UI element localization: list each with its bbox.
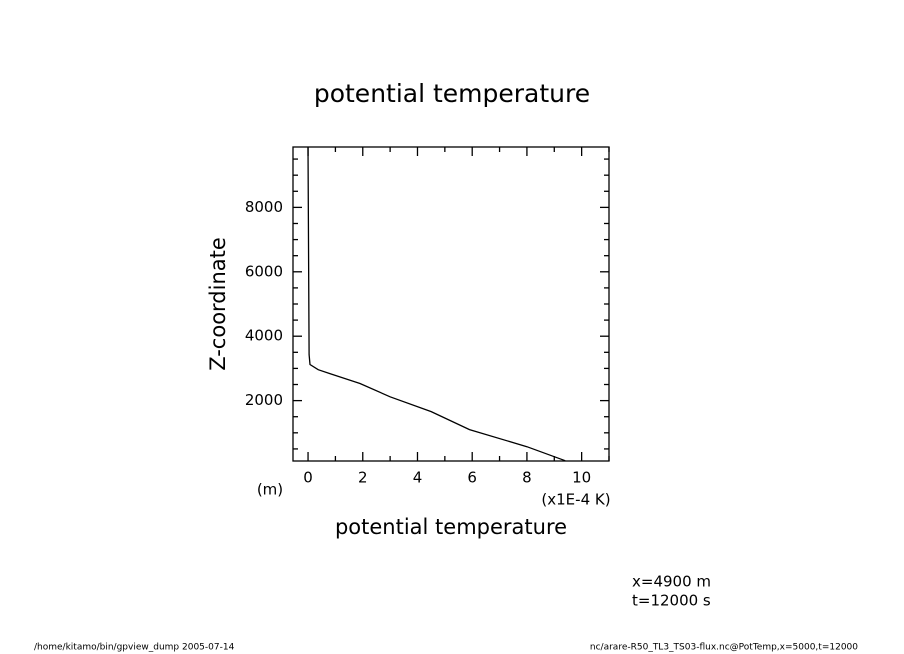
chart-title: potential temperature [314, 79, 590, 108]
x-axis-label: potential temperature [335, 515, 567, 539]
footer-right: nc/arare-R50_TL3_TS03-flux.nc@PotTemp,x=… [590, 643, 858, 653]
x-tick-label: 2 [358, 469, 368, 487]
x-tick-label: 8 [522, 469, 532, 487]
y-tick-label: 2000 [245, 391, 283, 409]
footer-left: /home/kitamo/bin/gpview_dump 2005-07-14 [34, 643, 235, 653]
annotation: x=4900 m [632, 573, 711, 591]
x-unit: (x1E-4 K) [541, 491, 610, 509]
x-tick-label: 4 [413, 469, 423, 487]
y-tick-label: 8000 [245, 198, 283, 216]
y-tick-label: 4000 [245, 327, 283, 345]
x-tick-label: 0 [303, 469, 313, 487]
y-unit: (m) [257, 481, 283, 499]
y-axis-label: Z-coordinate [206, 237, 230, 371]
x-tick-label: 6 [467, 469, 477, 487]
annotation: t=12000 s [632, 592, 711, 610]
plot-frame [292, 146, 610, 462]
data-line [307, 146, 566, 462]
x-tick-label: 10 [572, 469, 591, 487]
y-tick-label: 6000 [245, 262, 283, 280]
